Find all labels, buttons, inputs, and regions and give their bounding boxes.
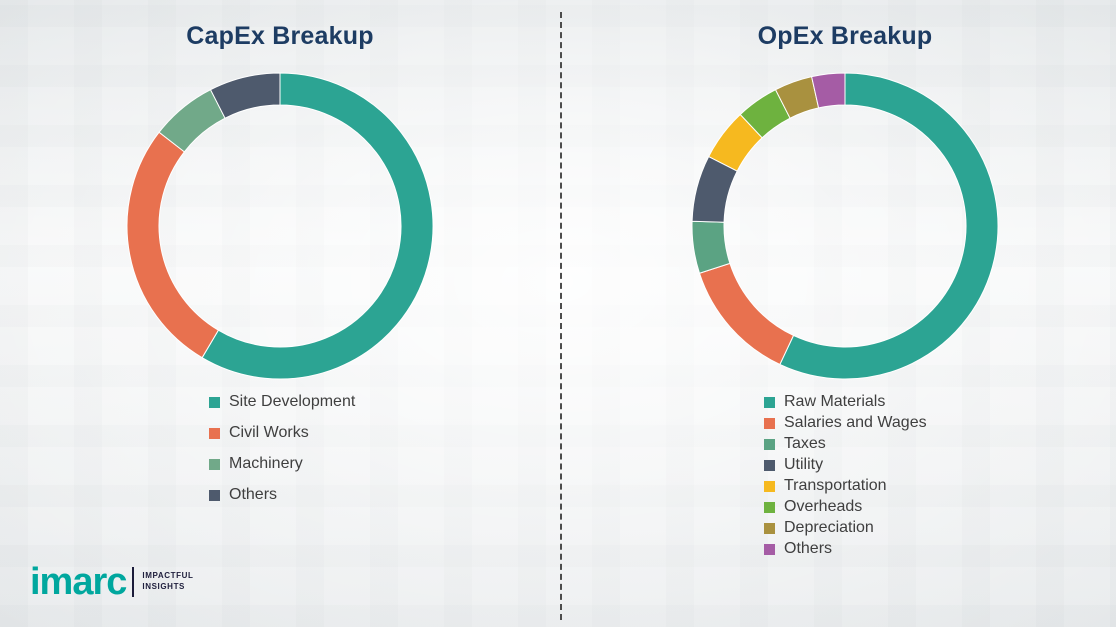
opex-title: OpEx Breakup: [757, 22, 933, 50]
legend-swatch: [764, 417, 775, 429]
legend-label: Overheads: [784, 498, 863, 515]
legend-item-overheads: Overheads: [764, 498, 927, 516]
legend-item-machinery: Machinery: [209, 455, 355, 473]
opex-donut-chart: [690, 71, 1000, 381]
legend-item-transportation: Transportation: [764, 477, 927, 495]
segment-raw-materials: [779, 72, 999, 380]
segment-others: [811, 72, 846, 109]
logo-tagline: IMPACTFUL INSIGHTS: [142, 571, 193, 593]
segment-site-development: [201, 72, 434, 380]
segment-salaries-and-wages: [698, 262, 795, 366]
legend-item-depreciation: Depreciation: [764, 519, 927, 537]
legend-label: Machinery: [229, 455, 303, 472]
legend-swatch: [764, 501, 775, 513]
legend-swatch: [209, 489, 220, 501]
legend-swatch: [209, 396, 220, 408]
logo-divider-bar: [132, 567, 135, 597]
legend-label: Transportation: [784, 477, 887, 494]
legend-swatch: [764, 438, 775, 450]
legend-label: Depreciation: [784, 519, 874, 536]
capex-title: CapEx Breakup: [186, 22, 374, 50]
capex-donut-chart: [125, 71, 435, 381]
capex-breakup-donut-svg: [126, 72, 434, 380]
segment-others: [209, 72, 281, 119]
segment-taxes: [691, 220, 731, 274]
legend-label: Salaries and Wages: [784, 414, 927, 431]
legend-swatch: [209, 458, 220, 470]
imarc-wordmark: imarc: [30, 561, 127, 603]
legend-swatch: [764, 480, 775, 492]
legend-swatch: [209, 427, 220, 439]
vertical-divider: [560, 12, 562, 620]
opex-breakup-donut-svg: [691, 72, 999, 380]
opex-legend: Raw Materials Salaries and Wages Taxes Util…: [764, 393, 927, 561]
legend-item-raw-materials: Raw Materials: [764, 393, 927, 411]
legend-swatch: [764, 543, 775, 555]
logo-tagline-line2: INSIGHTS: [142, 582, 185, 591]
legend-label: Raw Materials: [784, 393, 886, 410]
legend-label: Taxes: [784, 435, 826, 452]
logo-tagline-line1: IMPACTFUL: [142, 571, 194, 581]
legend-label: Site Development: [229, 393, 356, 410]
legend-item-others: Others: [764, 540, 927, 558]
legend-swatch: [764, 522, 775, 534]
legend-item-utility: Utility: [764, 456, 927, 474]
legend-item-others: Others: [209, 486, 355, 504]
legend-swatch: [764, 459, 775, 471]
legend-label: Civil Works: [229, 424, 309, 441]
legend-item-civil-works: Civil Works: [209, 424, 355, 442]
legend-item-salaries-and-wages: Salaries and Wages: [764, 414, 927, 432]
legend-swatch: [764, 396, 775, 408]
imarc-logo: imarc IMPACTFUL INSIGHTS: [30, 563, 193, 601]
legend-item-taxes: Taxes: [764, 435, 927, 453]
legend-item-site-development: Site Development: [209, 393, 355, 411]
legend-label: Others: [229, 486, 278, 503]
capex-legend: Site Development Civil Works Machinery Othe…: [209, 393, 355, 517]
legend-label: Others: [784, 540, 833, 557]
legend-label: Utility: [784, 456, 824, 473]
segment-civil-works: [126, 131, 220, 359]
